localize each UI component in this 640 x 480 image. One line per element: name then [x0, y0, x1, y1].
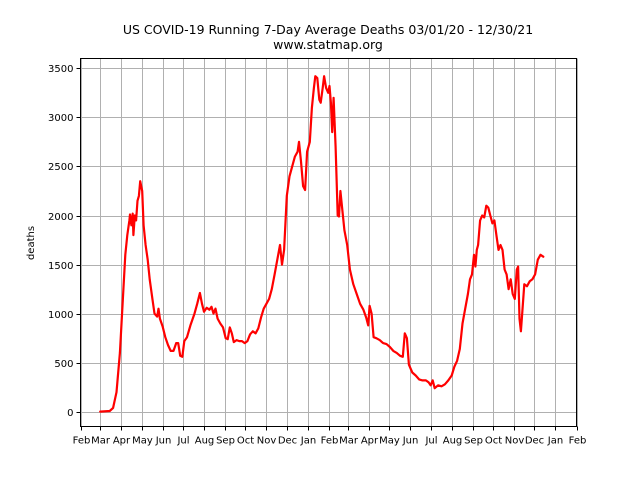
- x-tick-label: Feb: [569, 436, 587, 447]
- x-tick-label: Apr: [113, 436, 131, 447]
- y-tick-label: 500: [54, 359, 73, 370]
- y-tick-label: 2000: [48, 212, 73, 223]
- x-tick-label: Oct: [237, 436, 254, 447]
- y-axis-label: deaths: [26, 226, 37, 260]
- x-tick-label: Aug: [195, 436, 215, 447]
- x-tick-label: Aug: [443, 436, 463, 447]
- x-tick-label: Jan: [547, 436, 563, 447]
- x-tick-label: Jun: [155, 436, 172, 447]
- x-tick-label: Jul: [176, 436, 189, 447]
- y-tick-label: 1000: [48, 310, 73, 321]
- x-tick-label: Sep: [464, 436, 483, 447]
- gridlines: [80, 58, 578, 427]
- y-tick-label: 3500: [48, 64, 73, 75]
- x-tick-label: Jul: [424, 436, 437, 447]
- x-tick-label: Mar: [91, 436, 111, 447]
- x-tick-label: Feb: [73, 436, 91, 447]
- x-tick-label: Dec: [525, 436, 544, 447]
- y-tick-label: 1500: [48, 261, 73, 272]
- chart-title: US COVID-19 Running 7-Day Average Deaths…: [123, 22, 533, 37]
- chart-subtitle: www.statmap.org: [273, 37, 383, 52]
- y-tick-label: 3000: [48, 113, 73, 124]
- series-line-deaths: [99, 75, 545, 413]
- x-tick-label: Nov: [505, 436, 525, 447]
- x-tick-label: Sep: [216, 436, 235, 447]
- x-tick-label: Feb: [321, 436, 339, 447]
- x-tick-label: Mar: [339, 436, 359, 447]
- x-tick-label: May: [132, 436, 153, 447]
- x-tick-label: Nov: [257, 436, 277, 447]
- x-tick-label: Jan: [300, 436, 316, 447]
- x-tick-label: Jun: [402, 436, 419, 447]
- plot-frame: [80, 58, 577, 427]
- y-tick-label: 2500: [48, 162, 73, 173]
- x-tick-label: Oct: [485, 436, 502, 447]
- y-tick-label: 0: [67, 408, 73, 419]
- x-tick-label: May: [379, 436, 400, 447]
- series-layer: [99, 75, 545, 413]
- x-tick-label: Dec: [278, 436, 297, 447]
- x-tick-label: Apr: [361, 436, 379, 447]
- axis-ticks: Feb Mar Apr May Jun Jul Aug Sep Oct Nov Dec Jan Feb M…: [48, 64, 586, 447]
